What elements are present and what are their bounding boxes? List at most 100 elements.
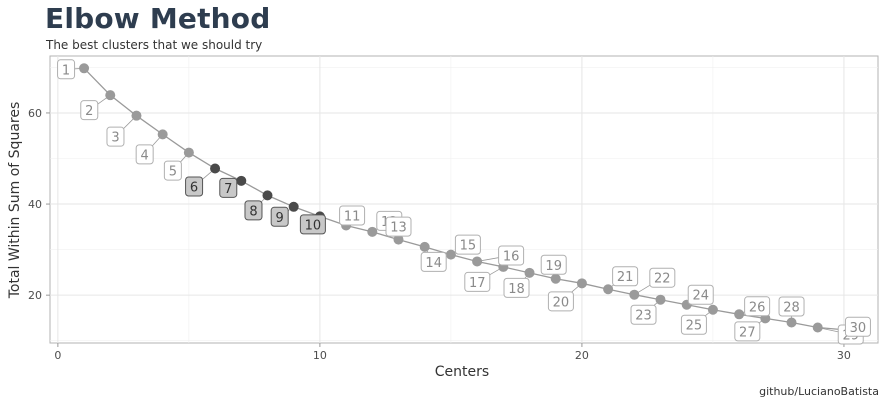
- point-label: 3: [106, 126, 125, 147]
- point-label-box: [163, 160, 182, 181]
- point-label: 11: [339, 205, 366, 226]
- point-label: 26: [744, 296, 771, 317]
- point-label-box: [420, 251, 447, 272]
- point-label: 8: [244, 200, 263, 221]
- y-tick-label: 40: [28, 198, 42, 211]
- data-point: [786, 317, 797, 328]
- point-label-box: [503, 277, 530, 298]
- point-label-box: [844, 316, 871, 337]
- point-label-box: [464, 271, 491, 292]
- point-label-box: [778, 296, 805, 317]
- point-label-box: [185, 176, 204, 197]
- point-label-box: [106, 126, 125, 147]
- data-point: [105, 90, 116, 101]
- point-label: 4: [135, 144, 154, 165]
- point-label-box: [80, 100, 99, 121]
- point-label-text: 1: [62, 63, 70, 78]
- data-point: [183, 147, 194, 158]
- x-tick-label: 30: [837, 349, 851, 362]
- point-label-text: 9: [276, 211, 284, 226]
- point-label-text: 19: [545, 259, 562, 274]
- point-label: 28: [778, 296, 805, 317]
- point-label-box: [135, 144, 154, 165]
- data-point: [157, 129, 168, 140]
- point-label-text: 8: [249, 204, 257, 219]
- point-label-box: [498, 245, 525, 266]
- point-label-text: 15: [460, 239, 477, 254]
- point-label-box: [299, 214, 326, 235]
- data-point: [131, 110, 142, 121]
- point-label: 17: [464, 271, 491, 292]
- axes: 0 10 20 30 20 40 60: [28, 107, 851, 362]
- point-label: 1: [57, 59, 76, 80]
- point-label-text: 21: [617, 270, 634, 285]
- point-label-box: [385, 216, 412, 237]
- data-point: [655, 294, 666, 305]
- point-label: 7: [219, 177, 238, 198]
- point-label-box: [630, 304, 657, 325]
- x-tick-label: 0: [54, 349, 61, 362]
- data-point: [262, 190, 273, 201]
- data-point: [419, 241, 430, 252]
- point-label-text: 24: [692, 289, 709, 304]
- point-label-text: 14: [425, 256, 442, 271]
- data-point: [288, 201, 299, 212]
- point-label-text: 17: [469, 276, 486, 291]
- data-point: [603, 284, 614, 295]
- point-label: 19: [540, 254, 567, 275]
- y-axis-title: Total Within Sum of Squares: [7, 102, 23, 300]
- data-point: [236, 175, 247, 186]
- point-label-box: [244, 200, 263, 221]
- point-label-box: [734, 321, 761, 342]
- point-label-box: [57, 59, 76, 80]
- data-point: [393, 234, 404, 245]
- point-label: 27: [734, 321, 761, 342]
- point-label: 2: [80, 100, 99, 121]
- point-label-text: 2: [85, 104, 93, 119]
- point-label-box: [547, 291, 574, 312]
- point-label: 9: [270, 206, 289, 227]
- point-label-text: 10: [305, 218, 322, 233]
- point-label-text: 3: [111, 131, 119, 146]
- data-point: [445, 249, 456, 260]
- x-tick-label: 10: [313, 349, 327, 362]
- data-point: [707, 304, 718, 315]
- point-label-box: [649, 267, 676, 288]
- point-label: 15: [454, 234, 481, 255]
- point-label-text: 22: [654, 272, 671, 287]
- x-tick-label: 20: [575, 349, 589, 362]
- y-tick-label: 60: [28, 107, 42, 120]
- point-label: 5: [163, 160, 182, 181]
- point-label-text: 20: [553, 295, 570, 310]
- data-point: [734, 309, 745, 320]
- point-label-text: 18: [508, 282, 525, 297]
- point-label-text: 7: [224, 182, 232, 197]
- point-label-text: 4: [141, 148, 149, 163]
- data-point: [629, 289, 640, 300]
- chart-caption: github/LucianoBatista: [759, 385, 879, 398]
- y-tick-label: 20: [28, 289, 42, 302]
- point-label: 14: [420, 251, 447, 272]
- data-point: [210, 163, 221, 174]
- point-label: 18: [503, 277, 530, 298]
- point-label: 23: [630, 304, 657, 325]
- point-label-text: 16: [503, 249, 520, 264]
- point-label-box: [680, 314, 707, 335]
- point-label: 10: [299, 214, 326, 235]
- point-label: 25: [680, 314, 707, 335]
- point-label: 6: [185, 176, 204, 197]
- point-label-text: 27: [739, 325, 756, 340]
- point-label-box: [339, 205, 366, 226]
- point-label-box: [454, 234, 481, 255]
- point-label-text: 13: [390, 221, 407, 236]
- data-point: [576, 278, 587, 289]
- point-label-box: [219, 177, 238, 198]
- x-axis-title: Centers: [435, 364, 489, 380]
- chart-title: Elbow Method: [45, 2, 271, 35]
- point-label-text: 26: [749, 300, 766, 315]
- point-label-text: 6: [190, 181, 198, 196]
- point-label-text: 11: [344, 209, 361, 224]
- data-point: [472, 256, 483, 267]
- data-point: [79, 63, 90, 74]
